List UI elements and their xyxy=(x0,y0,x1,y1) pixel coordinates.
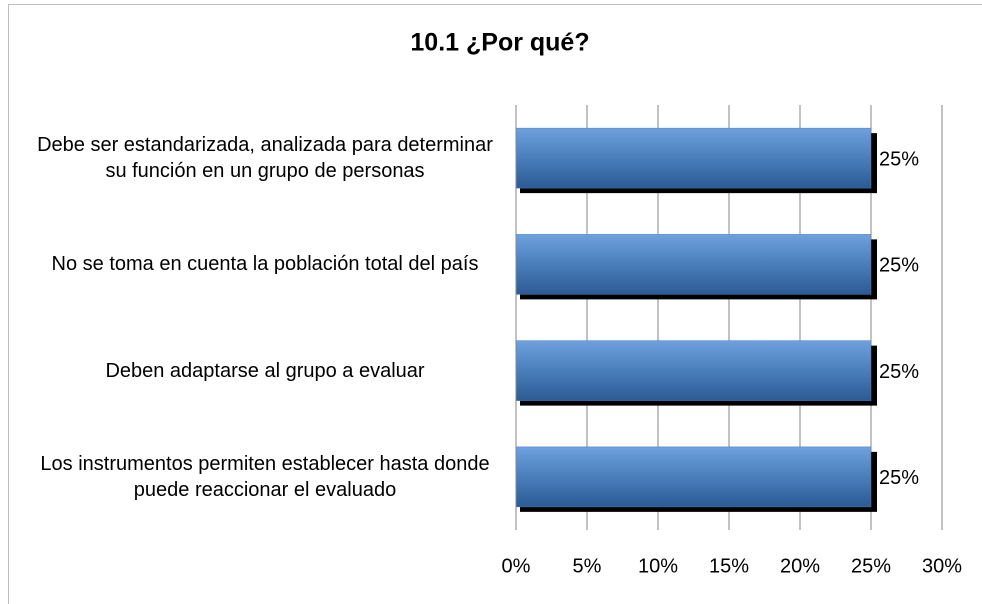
data-label: 25% xyxy=(879,255,919,277)
x-tick-label: 0% xyxy=(502,555,531,577)
y-tick-label: Debe ser estandarizada, analizada para d… xyxy=(37,134,493,183)
x-tick-label: 10% xyxy=(638,555,678,577)
data-label: 25% xyxy=(879,467,919,489)
data-label: 25% xyxy=(879,148,919,170)
x-tick-label: 15% xyxy=(709,555,749,577)
y-tick-label: No se toma en cuenta la población total … xyxy=(51,253,479,276)
bar xyxy=(515,127,872,189)
bar xyxy=(515,446,872,508)
x-tick-label: 25% xyxy=(851,555,891,577)
chart-title: 10.1 ¿Por qué? xyxy=(410,29,589,57)
x-tick-label: 20% xyxy=(780,555,820,577)
data-label: 25% xyxy=(879,361,919,383)
y-tick-label: Deben adaptarse al grupo a evaluar xyxy=(105,359,425,382)
y-tick-label: Los instrumentos permiten establecer has… xyxy=(40,452,490,501)
chart-border xyxy=(8,4,982,604)
x-tick-label: 5% xyxy=(573,555,602,577)
x-tick-label: 30% xyxy=(922,555,962,577)
bar xyxy=(515,340,872,401)
bar xyxy=(515,234,872,295)
